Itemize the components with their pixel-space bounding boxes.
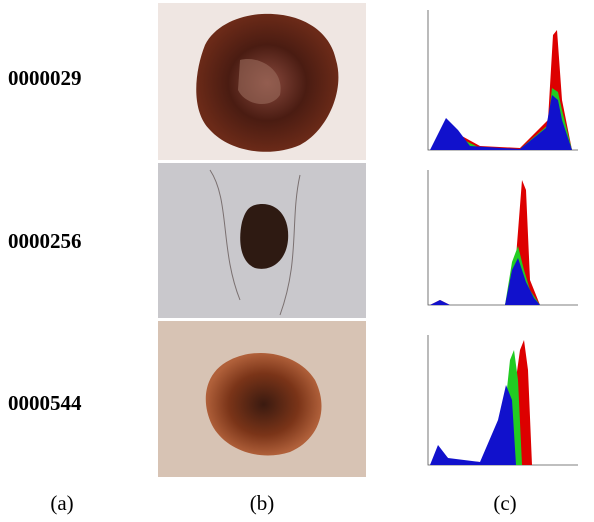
row-label: 0000029	[8, 66, 82, 90]
histogram	[427, 170, 578, 306]
histogram	[427, 10, 578, 151]
lesion-image	[158, 163, 366, 318]
panel-label: (b)	[250, 491, 275, 515]
row-label: 0000544	[8, 391, 82, 415]
lesion-image	[158, 321, 366, 477]
panel-label: (c)	[493, 491, 516, 515]
row-label: 0000256	[8, 229, 82, 253]
lesion-image	[158, 3, 366, 160]
panel-label: (a)	[50, 491, 73, 515]
histogram	[427, 335, 578, 466]
